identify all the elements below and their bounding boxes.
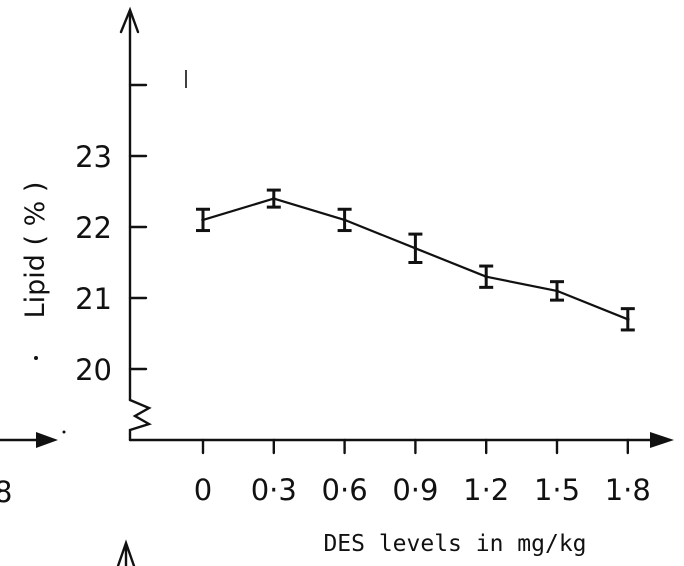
- data-point: [272, 197, 276, 201]
- y-tick-label: 23: [75, 140, 112, 174]
- y-tick-label: 21: [75, 282, 112, 316]
- stray-dot: [34, 356, 38, 360]
- data-point: [484, 275, 488, 279]
- data-point: [626, 318, 630, 322]
- x-tick-label: 1·2: [463, 473, 509, 507]
- x-tick-label: 1·8: [605, 473, 651, 507]
- left-fragment-arrow-head: [36, 432, 58, 448]
- x-tick-label: 0·3: [251, 473, 297, 507]
- x-tick-label: 0·9: [392, 473, 438, 507]
- data-point: [201, 218, 205, 222]
- y-tick-label: 20: [75, 353, 112, 387]
- plot-area: [196, 190, 635, 330]
- data-point: [555, 289, 559, 293]
- data-point: [343, 218, 347, 222]
- y-tick-label: 22: [75, 211, 112, 245]
- x-axis-arrow: [650, 432, 674, 448]
- bottom-fragment-arrow: [118, 543, 134, 566]
- x-tick-label: 1·5: [534, 473, 580, 507]
- left-fragment-digit: 8: [0, 475, 12, 509]
- x-tick-label: 0: [194, 473, 212, 507]
- y-axis-label: Lipid ( % ): [20, 182, 51, 319]
- stray-dot: [63, 431, 66, 434]
- x-axis-label: DES levels in mg/kg: [323, 531, 586, 557]
- data-point: [414, 247, 418, 251]
- axes: 20 21 22 23 0 0·3 0·6 0·9 1·2 1·5 1·8: [0, 10, 674, 566]
- y-axis-break: [130, 400, 149, 440]
- x-tick-label: 0·6: [322, 473, 368, 507]
